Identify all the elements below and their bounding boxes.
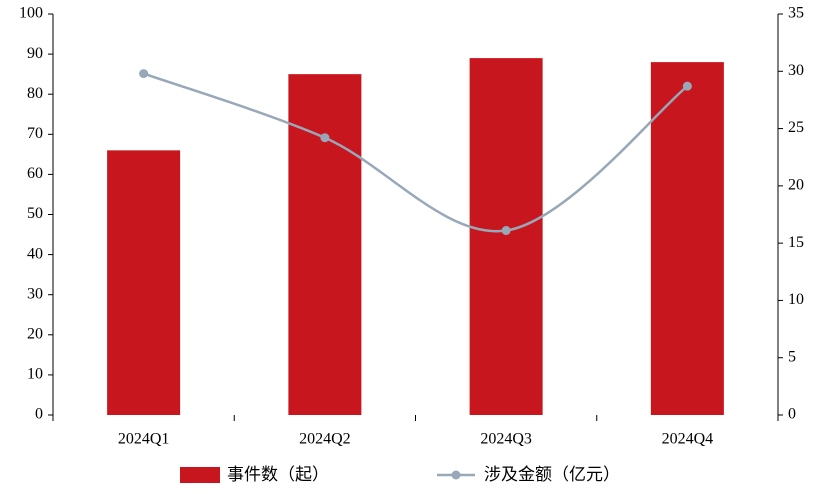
bar	[288, 74, 362, 416]
legend-label: 事件数（起）	[227, 465, 329, 485]
legend-label: 涉及金额（亿元）	[484, 465, 620, 485]
y2-tick-label: 35	[788, 5, 804, 22]
bar	[107, 150, 181, 415]
y-tick-label: 50	[27, 205, 43, 222]
line	[143, 72, 689, 233]
x-tick-label: 2024Q4	[662, 431, 714, 448]
line-marker	[139, 69, 149, 79]
y2-tick-label: 5	[788, 348, 796, 365]
line-marker	[320, 133, 330, 143]
y-tick-label: 20	[27, 325, 43, 342]
y-tick-label: 60	[27, 165, 43, 182]
y2-tick-label: 15	[788, 234, 804, 251]
y-tick-label: 30	[27, 285, 43, 302]
bar	[469, 58, 543, 416]
y-tick-label: 70	[27, 125, 43, 142]
y2-tick-label: 0	[788, 406, 796, 423]
x-tick-label: 2024Q1	[118, 431, 170, 448]
y-tick-label: 90	[27, 45, 43, 62]
y2-tick-label: 20	[788, 177, 804, 194]
y-tick-label: 100	[19, 5, 43, 22]
x-tick-label: 2024Q3	[480, 431, 532, 448]
y-tick-label: 40	[27, 245, 43, 262]
legend-swatch	[180, 467, 220, 483]
y-tick-label: 0	[35, 406, 43, 423]
y2-tick-label: 10	[788, 291, 804, 308]
y2-tick-label: 30	[788, 62, 804, 79]
x-tick-label: 2024Q2	[299, 431, 351, 448]
bar	[650, 62, 724, 416]
line-marker	[501, 226, 511, 236]
y2-tick-label: 25	[788, 119, 804, 136]
y-tick-label: 80	[27, 85, 43, 102]
legend-swatch	[451, 470, 461, 480]
y-tick-label: 10	[27, 366, 43, 383]
line-marker	[682, 81, 692, 91]
